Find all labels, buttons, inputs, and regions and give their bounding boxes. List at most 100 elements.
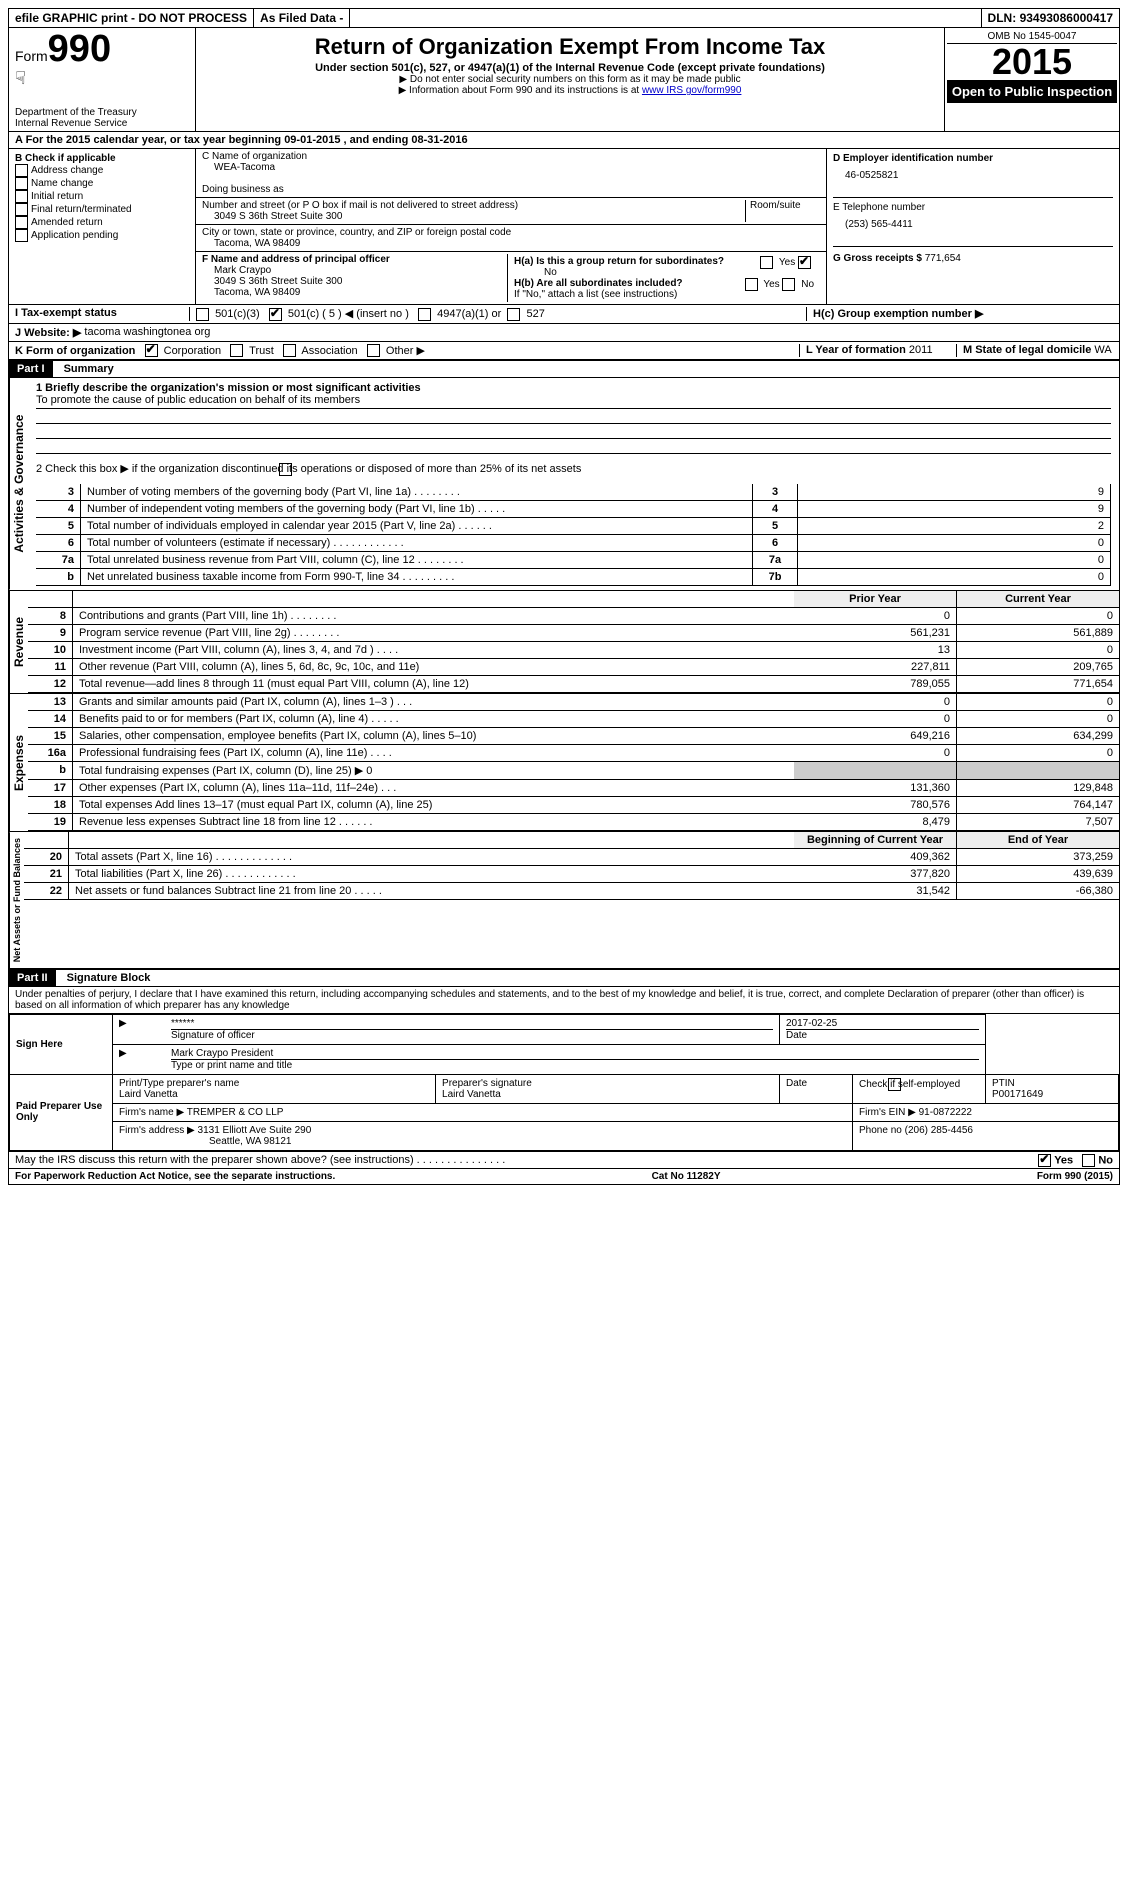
checkbox-icon <box>15 203 28 216</box>
header: Form990 ☟ Department of the Treasury Int… <box>9 28 1119 132</box>
city-cell: City or town, state or province, country… <box>196 225 826 252</box>
checkbox-icon[interactable] <box>145 344 158 357</box>
sig-date: 2017-02-25 <box>786 1018 979 1029</box>
check-initial[interactable]: Initial return <box>15 190 189 203</box>
prep-sig: Laird Vanetta <box>442 1089 773 1100</box>
hb-row: H(b) Are all subordinates included? Yes … <box>514 278 814 289</box>
col-c: C Name of organization WEA-Tacoma Doing … <box>196 149 827 304</box>
tax-year: 2015 <box>947 44 1117 80</box>
q1: 1 Briefly describe the organization's mi… <box>36 382 1111 394</box>
footer: For Paperwork Reduction Act Notice, see … <box>9 1168 1119 1184</box>
part1-header: Part I <box>9 361 53 377</box>
org-name-cell: C Name of organization WEA-Tacoma Doing … <box>196 149 826 198</box>
col-b: B Check if applicable Address change Nam… <box>9 149 196 304</box>
checkbox-icon[interactable] <box>269 308 282 321</box>
col-b-title: B Check if applicable <box>15 153 189 164</box>
checkbox-icon[interactable] <box>230 344 243 357</box>
prep-name: Laird Vanetta <box>119 1089 429 1100</box>
table-row: 14Benefits paid to or for members (Part … <box>28 711 1119 728</box>
table-row: 18Total expenses Add lines 13–17 (must e… <box>28 797 1119 814</box>
governance-section: Activities & Governance 1 Briefly descri… <box>9 378 1119 591</box>
section-a: A For the 2015 calendar year, or tax yea… <box>9 132 1119 149</box>
officer-row: F Name and address of principal officer … <box>196 252 826 304</box>
ha-row: H(a) Is this a group return for subordin… <box>514 256 814 278</box>
ein-label: D Employer identification number <box>833 153 1113 164</box>
check-final[interactable]: Final return/terminated <box>15 203 189 216</box>
checkbox-icon[interactable] <box>367 344 380 357</box>
phone-label: E Telephone number <box>833 202 1113 213</box>
checkbox-icon[interactable] <box>283 344 296 357</box>
l-label: L Year of formation <box>806 344 906 356</box>
paid-preparer-label: Paid Preparer Use Only <box>10 1074 113 1150</box>
header-left: Form990 ☟ Department of the Treasury Int… <box>9 28 196 131</box>
table-row: 15Salaries, other compensation, employee… <box>28 728 1119 745</box>
firm-name-label: Firm's name ▶ <box>119 1107 184 1118</box>
paperwork-notice: For Paperwork Reduction Act Notice, see … <box>15 1171 335 1182</box>
hc-label: H(c) Group exemption number ▶ <box>813 308 983 320</box>
checkbox-icon[interactable] <box>760 256 773 269</box>
prep-sig-label: Preparer's signature <box>442 1078 773 1089</box>
officer-name: Mark Craypo President <box>171 1048 979 1060</box>
org-name-label: C Name of organization <box>202 151 820 162</box>
dln-value: 93493086000417 <box>1020 11 1113 25</box>
firm-phone: (206) 285-4456 <box>905 1125 973 1136</box>
checkbox-no[interactable] <box>1082 1154 1095 1167</box>
firm-name: TREMPER & CO LLP <box>187 1107 284 1118</box>
status-j-row: J Website: ▶ tacoma washingtonea org <box>9 324 1119 342</box>
table-row: bTotal fundraising expenses (Part IX, co… <box>28 762 1119 780</box>
table-row: 17Other expenses (Part IX, column (A), l… <box>28 780 1119 797</box>
declaration: Under penalties of perjury, I declare th… <box>9 987 1119 1014</box>
table-row: 8Contributions and grants (Part VIII, li… <box>28 608 1119 625</box>
checkbox-icon[interactable] <box>507 308 520 321</box>
ssn-note: ▶ Do not enter social security numbers o… <box>204 74 936 85</box>
netassets-vlabel: Net Assets or Fund Balances <box>9 832 24 968</box>
table-header: Beginning of Current YearEnd of Year <box>24 832 1119 849</box>
form-990-page: efile GRAPHIC print - DO NOT PROCESS As … <box>8 8 1120 1185</box>
check-pending[interactable]: Application pending <box>15 229 189 242</box>
ein-value: 46-0525821 <box>833 164 1113 181</box>
checkbox-icon <box>15 177 28 190</box>
l-value: 2011 <box>909 344 933 356</box>
revenue-vlabel: Revenue <box>9 591 28 693</box>
m-label: M State of legal domicile <box>963 344 1091 356</box>
i-label: I Tax-exempt status <box>15 307 117 319</box>
revenue-section: Revenue Prior YearCurrent Year8Contribut… <box>9 591 1119 694</box>
self-emp: Check if self-employed <box>859 1079 960 1090</box>
ptin-value: P00171649 <box>992 1089 1112 1100</box>
officer-city: Tacoma, WA 98409 <box>202 287 507 298</box>
city-label: City or town, state or province, country… <box>202 227 820 238</box>
checkbox-icon[interactable] <box>279 463 292 476</box>
checkbox-icon[interactable] <box>798 256 811 269</box>
name-title-label: Type or print name and title <box>171 1060 979 1071</box>
check-address[interactable]: Address change <box>15 164 189 177</box>
table-row: 21Total liabilities (Part X, line 26) . … <box>24 866 1119 883</box>
table-row: 9Program service revenue (Part VIII, lin… <box>28 625 1119 642</box>
checkbox-icon <box>15 216 28 229</box>
irs-link[interactable]: www IRS gov/form990 <box>642 85 741 96</box>
check-name[interactable]: Name change <box>15 177 189 190</box>
table-row: 20Total assets (Part X, line 16) . . . .… <box>24 849 1119 866</box>
check-amended[interactable]: Amended return <box>15 216 189 229</box>
m-value: WA <box>1094 344 1111 356</box>
form-ref: Form 990 (2015) <box>1037 1171 1113 1182</box>
checkbox-icon[interactable] <box>782 278 795 291</box>
spacer <box>350 9 981 27</box>
firm-addr-label: Firm's address ▶ <box>119 1125 195 1136</box>
governance-vlabel: Activities & Governance <box>9 378 28 590</box>
expenses-section: Expenses 13Grants and similar amounts pa… <box>9 694 1119 832</box>
table-row: 4Number of independent voting members of… <box>36 501 1111 518</box>
checkbox-yes[interactable] <box>1038 1154 1051 1167</box>
table-row: 19Revenue less expenses Subtract line 18… <box>28 814 1119 831</box>
firm-city: Seattle, WA 98121 <box>119 1136 846 1147</box>
officer-name: Mark Craypo <box>202 265 507 276</box>
checkbox-icon[interactable] <box>418 308 431 321</box>
date-label: Date <box>786 1029 979 1041</box>
firm-ein: 91-0872222 <box>919 1107 972 1118</box>
checkbox-icon[interactable] <box>888 1078 901 1091</box>
checkbox-icon[interactable] <box>196 308 209 321</box>
org-name: WEA-Tacoma <box>202 162 820 173</box>
gross-value: 771,654 <box>925 253 961 264</box>
checkbox-icon[interactable] <box>745 278 758 291</box>
sign-here-label: Sign Here <box>10 1014 113 1074</box>
k-label: K Form of organization <box>15 345 135 357</box>
